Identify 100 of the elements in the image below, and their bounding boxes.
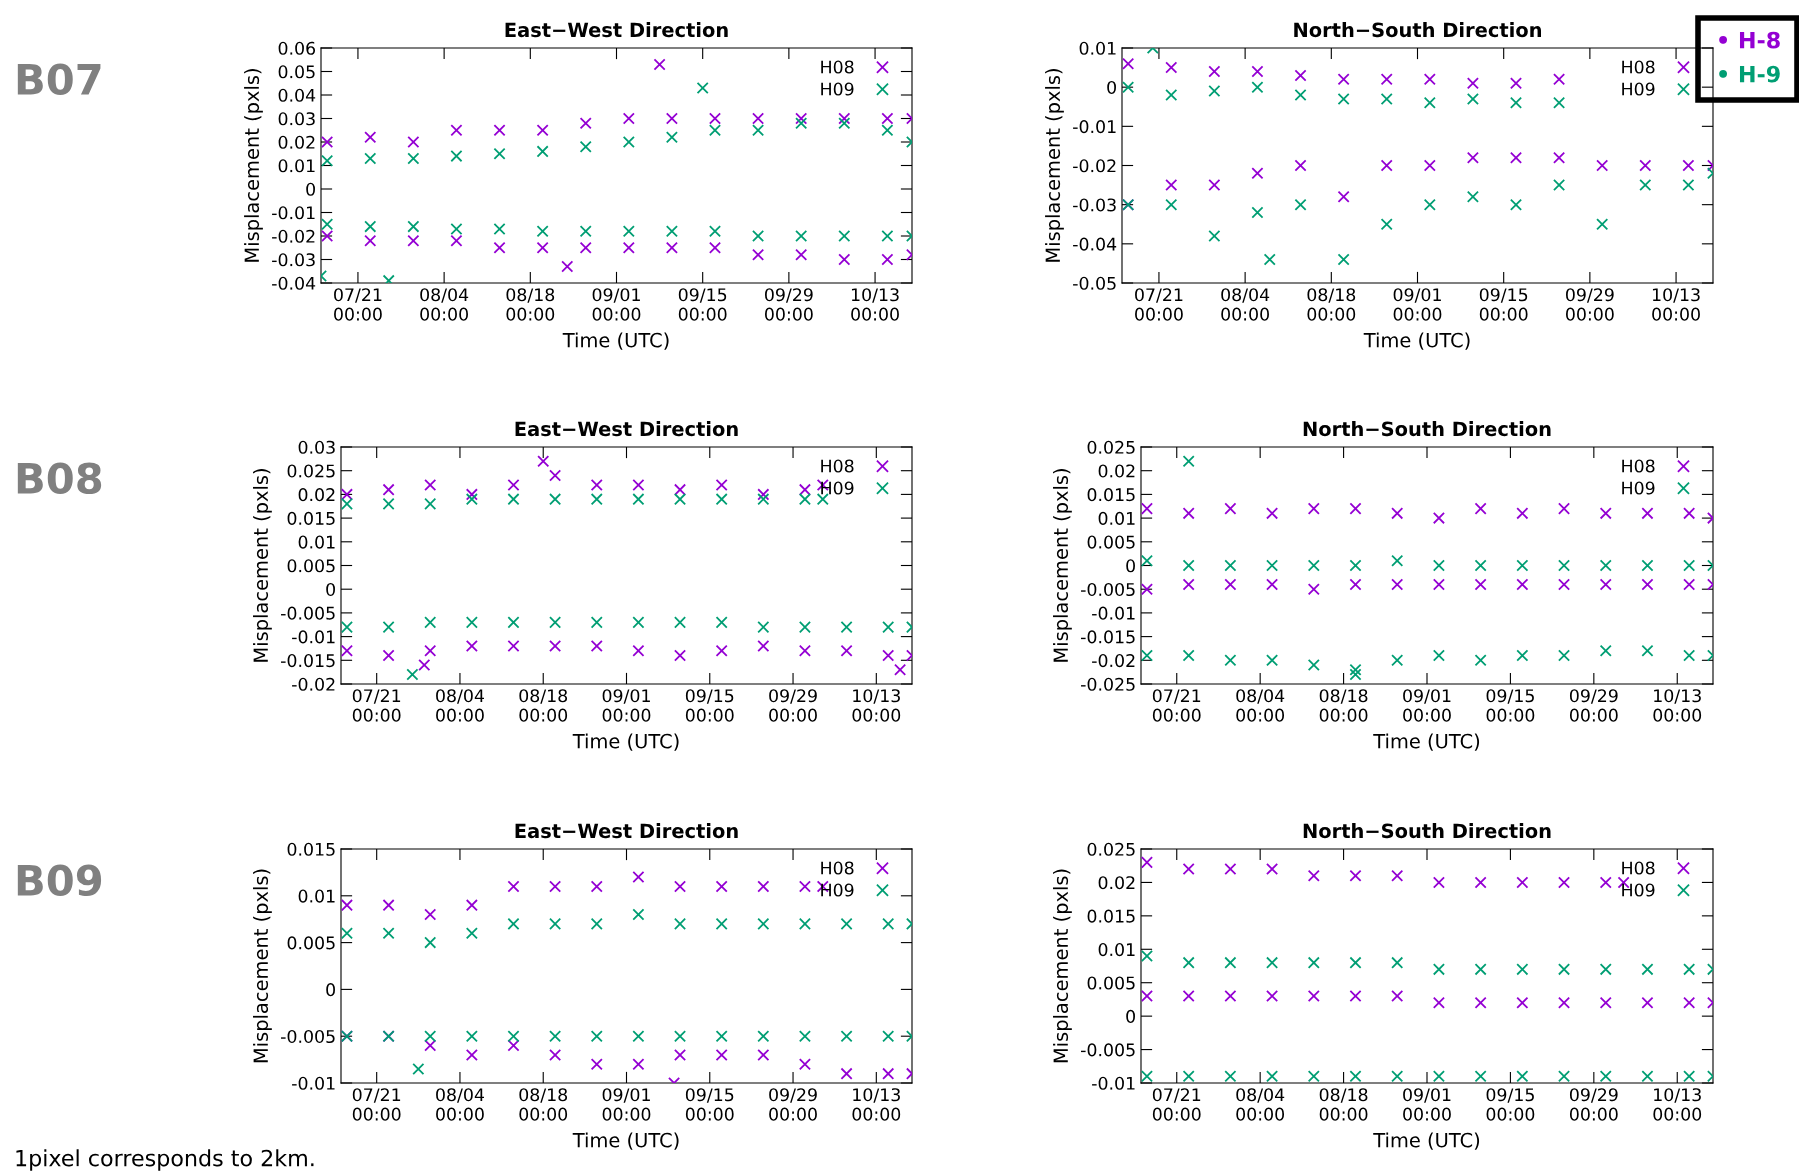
y-tick-label: -0.02 [1092, 654, 1135, 668]
y-tick-label: 0.015 [1087, 909, 1135, 923]
text: • H-9 [1719, 65, 1780, 83]
y-tick-label: -0.05 [1073, 276, 1116, 290]
y-tick-label: 0.01 [298, 889, 335, 903]
y-tick-label: 0.03 [278, 112, 315, 126]
legend-label: H08 [821, 861, 854, 875]
x-tick-label: 09/29 00:00 [765, 288, 813, 321]
y-axis-title: Misplacement (pxls) [253, 869, 272, 1063]
y-tick-label: -0.005 [281, 1029, 335, 1044]
x-axis-title: Time (UTC) [1363, 332, 1470, 350]
y-tick-label: 0.02 [1098, 464, 1135, 478]
y-tick-label: 0.015 [1087, 488, 1135, 502]
legend-label: H09 [1622, 883, 1655, 897]
x-tick-label: 10/13 00:00 [852, 689, 901, 722]
x-tick-label: 08/04 00:00 [420, 288, 469, 321]
x-tick-label: 10/13 00:00 [1653, 1088, 1702, 1121]
y-tick-label: 0.01 [1079, 41, 1116, 55]
x-axis-title: Time (UTC) [562, 332, 669, 350]
y-tick-label: 0.05 [278, 65, 315, 79]
legend-label: H09 [821, 481, 854, 495]
x-tick-label: 08/18 00:00 [519, 1088, 568, 1121]
x-tick-label: 09/15 00:00 [678, 288, 727, 321]
chart-title: North−South Direction [1303, 823, 1551, 839]
y-tick-label: 0.025 [1087, 440, 1135, 454]
y-tick-label: 0 [306, 182, 315, 196]
chart-title: East−West Direction [515, 421, 738, 437]
x-tick-label: 08/04 00:00 [1236, 1088, 1285, 1121]
chart-title: East−West Direction [505, 22, 728, 38]
chart-title: East−West Direction [515, 823, 738, 839]
y-tick-label: -0.025 [1081, 677, 1135, 691]
x-tick-label: 09/29 00:00 [1569, 1088, 1618, 1121]
x-tick-label: 08/04 00:00 [1236, 689, 1285, 722]
y-tick-label: 0 [1126, 559, 1135, 573]
chart-title: North−South Direction [1294, 22, 1541, 38]
y-tick-label: 0.01 [1098, 511, 1135, 525]
y-tick-label: 0.005 [1087, 535, 1135, 549]
y-tick-label: 0.005 [287, 559, 335, 573]
y-tick-label: 0.025 [287, 464, 335, 478]
y-tick-label: -0.01 [272, 206, 315, 220]
text: B07 [17, 63, 101, 96]
x-tick-label: 09/15 00:00 [1486, 689, 1535, 722]
x-tick-label: 10/13 00:00 [1653, 689, 1702, 722]
y-tick-label: 0 [326, 983, 335, 997]
y-tick-label: -0.02 [292, 677, 335, 691]
y-tick-label: 0.025 [1087, 842, 1135, 856]
x-tick-label: 07/21 00:00 [1135, 288, 1183, 321]
x-tick-label: 10/13 00:00 [852, 1088, 901, 1121]
legend-label: H08 [1622, 861, 1655, 875]
y-tick-label: -0.005 [1081, 582, 1135, 597]
legend-label: H08 [821, 60, 854, 74]
x-tick-label: 09/15 00:00 [1486, 1088, 1535, 1121]
text: 1pixel corresponds to 2km. [16, 1149, 314, 1171]
x-tick-label: 09/15 00:00 [685, 689, 734, 722]
chart-title: North−South Direction [1303, 421, 1551, 437]
y-tick-label: -0.01 [292, 630, 335, 644]
y-tick-label: 0.02 [298, 488, 335, 502]
x-axis-title: Time (UTC) [572, 1132, 679, 1150]
x-tick-label: 08/18 00:00 [1319, 689, 1368, 722]
x-tick-label: 09/29 00:00 [1569, 689, 1618, 722]
y-tick-label: 0.02 [1098, 876, 1135, 890]
x-axis-title: Time (UTC) [1373, 1132, 1480, 1150]
x-tick-label: 09/29 00:00 [1566, 288, 1614, 321]
y-tick-label: 0.02 [278, 135, 315, 149]
y-tick-label: 0.01 [1098, 943, 1135, 957]
x-tick-label: 09/01 00:00 [1393, 288, 1442, 321]
text: B09 [17, 864, 102, 897]
legend-label: H09 [1622, 82, 1655, 96]
text: • H-8 [1719, 31, 1780, 49]
x-tick-label: 08/04 00:00 [436, 1088, 484, 1121]
y-axis-title: Misplacement (pxls) [1053, 469, 1072, 662]
y-tick-label: -0.01 [1092, 606, 1135, 620]
y-axis-title: Misplacement (pxls) [1053, 869, 1072, 1063]
x-tick-label: 10/13 00:00 [1652, 288, 1700, 321]
y-tick-label: -0.01 [292, 1076, 335, 1090]
x-tick-label: 09/01 00:00 [1403, 1088, 1451, 1121]
legend-label: H08 [821, 459, 854, 473]
y-tick-label: 0.005 [1087, 976, 1135, 990]
y-tick-label: -0.005 [1081, 1043, 1135, 1057]
x-tick-label: 09/15 00:00 [685, 1088, 734, 1121]
x-tick-label: 09/01 00:00 [602, 689, 651, 722]
x-tick-label: 09/01 00:00 [602, 1088, 651, 1121]
y-tick-label: 0.005 [287, 936, 335, 950]
x-tick-label: 07/21 00:00 [1152, 1088, 1201, 1121]
y-tick-label: -0.015 [1081, 630, 1135, 644]
x-tick-label: 09/15 00:00 [1479, 288, 1528, 321]
x-tick-label: 08/04 00:00 [1221, 288, 1270, 321]
x-tick-label: 10/13 00:00 [851, 288, 899, 321]
x-tick-label: 08/18 00:00 [1319, 1088, 1368, 1121]
legend-label: H09 [821, 82, 854, 96]
y-tick-label: -0.01 [1073, 120, 1116, 134]
x-tick-label: 08/18 00:00 [506, 288, 555, 321]
x-tick-label: 09/01 00:00 [1403, 689, 1451, 722]
y-tick-label: 0.01 [298, 535, 335, 549]
y-tick-label: -0.005 [281, 606, 335, 620]
y-tick-label: -0.03 [272, 253, 315, 267]
x-tick-label: 08/18 00:00 [1307, 288, 1356, 321]
legend-label: H08 [1622, 459, 1655, 473]
y-tick-label: 0 [1126, 1009, 1135, 1023]
y-tick-label: -0.02 [272, 229, 315, 243]
